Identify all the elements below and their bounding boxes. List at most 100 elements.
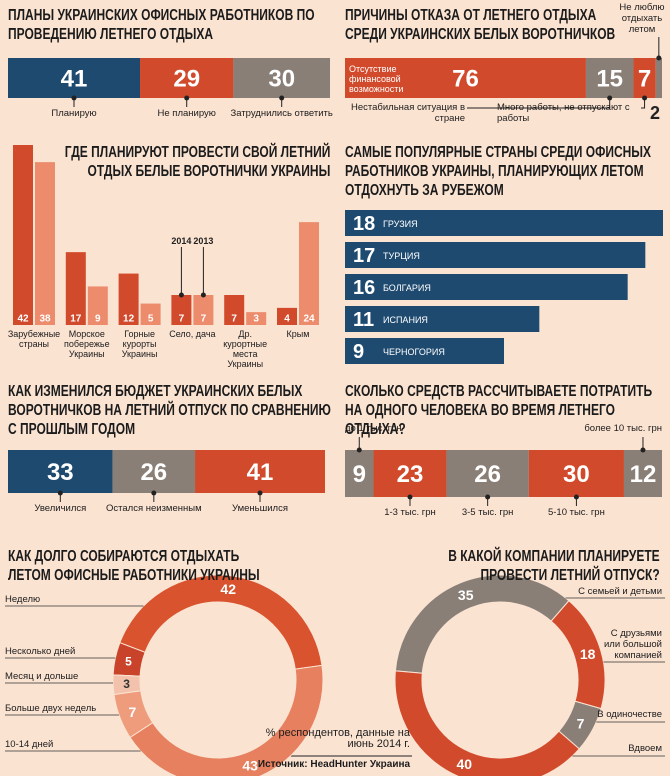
connector-dot	[656, 55, 662, 61]
segment-label: Затруднились ответить	[230, 108, 333, 119]
segment-label: 3-5 тыс. грн	[461, 507, 514, 518]
bar-segment	[140, 58, 234, 98]
segment-label: Несколько дней	[5, 646, 76, 657]
value-label: 18	[580, 646, 596, 662]
segment-label: Отсутствие финансовой возможности	[349, 64, 404, 94]
value-label: 40	[456, 756, 472, 772]
legend-label: 2013	[193, 236, 213, 246]
value-label: 41	[61, 66, 88, 93]
segment-label: Планирую	[51, 108, 97, 119]
segment-label: до 1 тыс. грн	[345, 423, 402, 434]
segment-label: Уменьшился	[232, 503, 288, 514]
value-label: 43	[242, 758, 258, 774]
bar	[345, 306, 540, 332]
value-label: 12	[123, 314, 135, 325]
segment-label: Не люблю отдыхать летом	[619, 2, 665, 35]
category-label: Зарубежные страны	[7, 329, 61, 349]
bar	[65, 252, 86, 325]
category-label: Горные курорты Украины	[121, 329, 158, 359]
donut-segment	[394, 574, 570, 674]
bar	[345, 338, 504, 364]
connector-dot	[607, 95, 613, 101]
value-label: 42	[220, 581, 236, 597]
bar-segment	[633, 58, 656, 98]
connector-dot	[356, 447, 362, 453]
segment-label: Остался неизменным	[106, 503, 202, 514]
value-label: 15	[596, 66, 623, 93]
bar	[224, 295, 245, 325]
segment-label: Больше двух недель	[5, 703, 97, 714]
category-label: Крым	[286, 329, 310, 339]
bar-segment	[345, 450, 374, 497]
value-label: 38	[39, 314, 51, 325]
legend-dot	[200, 292, 206, 298]
value-label: 17	[70, 314, 82, 325]
value-label: 7	[231, 314, 237, 325]
value-label: 4	[284, 314, 290, 325]
bar	[277, 307, 297, 325]
category-label: ГРУЗИЯ	[383, 219, 418, 229]
value-label: 18	[353, 213, 375, 235]
value-label: 26	[474, 461, 501, 488]
value-label: 33	[47, 459, 74, 486]
donut-segment	[113, 690, 154, 739]
chart-title: ГДЕ ПЛАНИРУЮТ ПРОВЕСТИ СВОЙ ЛЕТНИЙ ОТДЫХ…	[64, 144, 330, 180]
footer-note: % респондентов, данные на июнь 2014 г.	[265, 727, 410, 750]
bar-segment	[623, 450, 662, 497]
category-label: ИСПАНИЯ	[383, 315, 428, 325]
donut-segment	[129, 664, 324, 776]
bar	[193, 295, 214, 325]
legend-label: 2014	[171, 236, 191, 246]
chart-title: КАК ИЗМЕНИЛСЯ БЮДЖЕТ УКРАИНСКИХ БЕЛЫХ ВО…	[8, 383, 331, 438]
segment-label: 10-14 дней	[5, 739, 54, 750]
value-label: 7	[179, 314, 185, 325]
value-label: 9	[353, 341, 364, 363]
donut-segment	[112, 674, 142, 696]
value-label: 7	[638, 66, 651, 93]
category-label: Морское побережье Украины	[64, 329, 110, 359]
value-label: 7	[577, 716, 585, 732]
connector	[467, 98, 611, 109]
value-label: 3	[123, 677, 130, 691]
value-label: 7	[128, 704, 136, 720]
connector-dot	[279, 95, 285, 101]
bar	[345, 210, 663, 236]
segment-label: В одиночестве	[597, 709, 662, 720]
value-label: 2	[650, 103, 660, 123]
donut-segment	[119, 574, 323, 670]
connector-dot	[257, 490, 263, 496]
value-label: 76	[452, 66, 479, 93]
segment-label: 5-10 тыс. грн	[547, 507, 605, 518]
bar-segment	[112, 450, 196, 493]
bar-segment	[528, 450, 624, 497]
chart-title: ПРИЧИНЫ ОТКАЗА ОТ ЛЕТНЕГО ОТДЫХА СРЕДИ У…	[345, 7, 616, 43]
value-label: 7	[201, 314, 207, 325]
value-label: 24	[303, 314, 315, 325]
value-label: 11	[353, 309, 374, 331]
donut-segment	[394, 670, 580, 776]
bar	[345, 274, 628, 300]
connector-dot	[642, 95, 648, 101]
bar-segment	[8, 58, 141, 98]
bar	[13, 145, 33, 325]
category-label: БОЛГАРИЯ	[383, 283, 431, 293]
donut-segment	[550, 600, 606, 710]
segment-label: Не планирую	[157, 108, 216, 119]
bar-segment	[8, 450, 113, 493]
connector-dot	[485, 494, 491, 500]
bar	[246, 312, 267, 325]
value-label: 30	[563, 461, 590, 488]
bar	[299, 222, 319, 325]
value-label: 9	[95, 314, 101, 325]
segment-label: Неделю	[5, 594, 41, 605]
value-label: 42	[17, 314, 29, 325]
connector-dot	[407, 494, 413, 500]
value-label: 30	[268, 66, 295, 93]
value-label: 16	[353, 277, 375, 299]
bar	[35, 162, 55, 325]
bar	[171, 295, 192, 325]
bar	[87, 286, 108, 325]
segment-label: Много работы, не отпускают с работы	[497, 102, 630, 124]
bar	[345, 242, 646, 268]
segment-label: 1-3 тыс. грн	[384, 507, 436, 518]
